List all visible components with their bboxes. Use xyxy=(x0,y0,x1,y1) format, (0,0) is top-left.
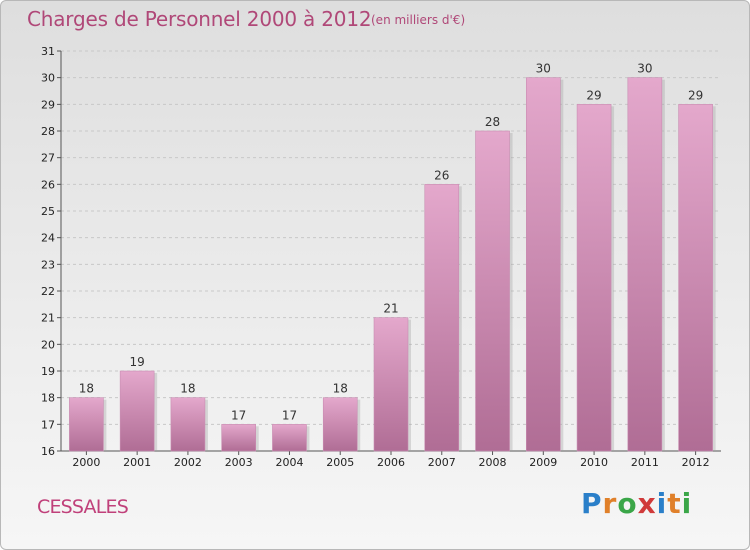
data-label: 18 xyxy=(333,382,348,396)
data-label: 19 xyxy=(130,355,145,369)
y-tick-label: 16 xyxy=(41,445,55,458)
data-label: 21 xyxy=(383,302,398,316)
data-label: 28 xyxy=(485,115,500,129)
x-tick-label: 2012 xyxy=(682,456,710,469)
bar xyxy=(322,397,358,452)
y-tick-label: 23 xyxy=(41,258,55,271)
data-label: 17 xyxy=(282,408,297,422)
chart-subtitle: (en milliers d'€) xyxy=(371,13,466,27)
x-tick-label: 2001 xyxy=(123,456,151,469)
chart-title: Charges de Personnel 2000 à 2012 xyxy=(27,7,372,31)
x-tick-label: 2009 xyxy=(529,456,557,469)
logo-letter: o xyxy=(617,487,638,520)
x-tick-label: 2005 xyxy=(326,456,354,469)
x-tick-label: 2002 xyxy=(174,456,202,469)
data-label: 18 xyxy=(79,382,94,396)
commune-name: CESSALES xyxy=(37,496,129,518)
bar xyxy=(170,397,206,452)
data-label: 26 xyxy=(434,168,449,182)
x-tick-label: 2004 xyxy=(275,456,303,469)
x-tick-label: 2007 xyxy=(428,456,456,469)
x-tick-label: 2003 xyxy=(225,456,253,469)
x-tick-label: 2010 xyxy=(580,456,608,469)
y-tick-label: 22 xyxy=(41,285,55,298)
data-label: 30 xyxy=(637,62,652,76)
y-tick-label: 20 xyxy=(41,338,55,351)
data-label: 30 xyxy=(536,62,551,76)
x-tick-label: 2011 xyxy=(631,456,659,469)
logo-letter: i xyxy=(681,487,693,520)
logo-letter: i xyxy=(656,487,668,520)
data-label: 29 xyxy=(586,88,601,102)
x-tick-label: 2000 xyxy=(72,456,100,469)
y-tick-label: 18 xyxy=(41,392,55,405)
logo-letter: t xyxy=(667,487,682,520)
bar xyxy=(424,184,460,452)
data-label: 17 xyxy=(231,408,246,422)
y-tick-label: 28 xyxy=(41,125,55,138)
logo-letter: P xyxy=(581,487,603,520)
y-tick-label: 29 xyxy=(41,98,55,111)
bar xyxy=(475,130,510,452)
bar xyxy=(373,317,409,452)
logo-letter: r xyxy=(602,487,618,520)
labels: 18 19 18 17 17 18 21 26 28 30 29 30 29 xyxy=(79,62,704,423)
y-tick-label: 30 xyxy=(41,72,55,85)
y-tick-label: 27 xyxy=(41,152,55,165)
y-tick-label: 25 xyxy=(41,205,55,218)
y-tick-label: 21 xyxy=(41,312,55,325)
bar xyxy=(526,77,561,452)
logo-letter: x xyxy=(637,487,657,520)
y-tick-label: 19 xyxy=(41,365,55,378)
x-tick-label: 2006 xyxy=(377,456,405,469)
data-label: 29 xyxy=(688,88,703,102)
proxiti-logo: Proxiti xyxy=(581,487,692,520)
bar xyxy=(221,424,256,452)
bar xyxy=(576,104,612,452)
bar xyxy=(678,104,713,452)
bar xyxy=(272,424,307,452)
y-tick-label: 26 xyxy=(41,178,55,191)
y-tick-label: 24 xyxy=(41,232,55,245)
bars xyxy=(69,77,716,452)
data-label: 18 xyxy=(180,382,195,396)
bar xyxy=(119,370,155,452)
y-tick-label: 17 xyxy=(41,418,55,431)
bar xyxy=(627,77,663,452)
bar xyxy=(69,397,104,452)
x-tick-label: 2008 xyxy=(479,456,507,469)
y-tick-label: 31 xyxy=(41,45,55,58)
